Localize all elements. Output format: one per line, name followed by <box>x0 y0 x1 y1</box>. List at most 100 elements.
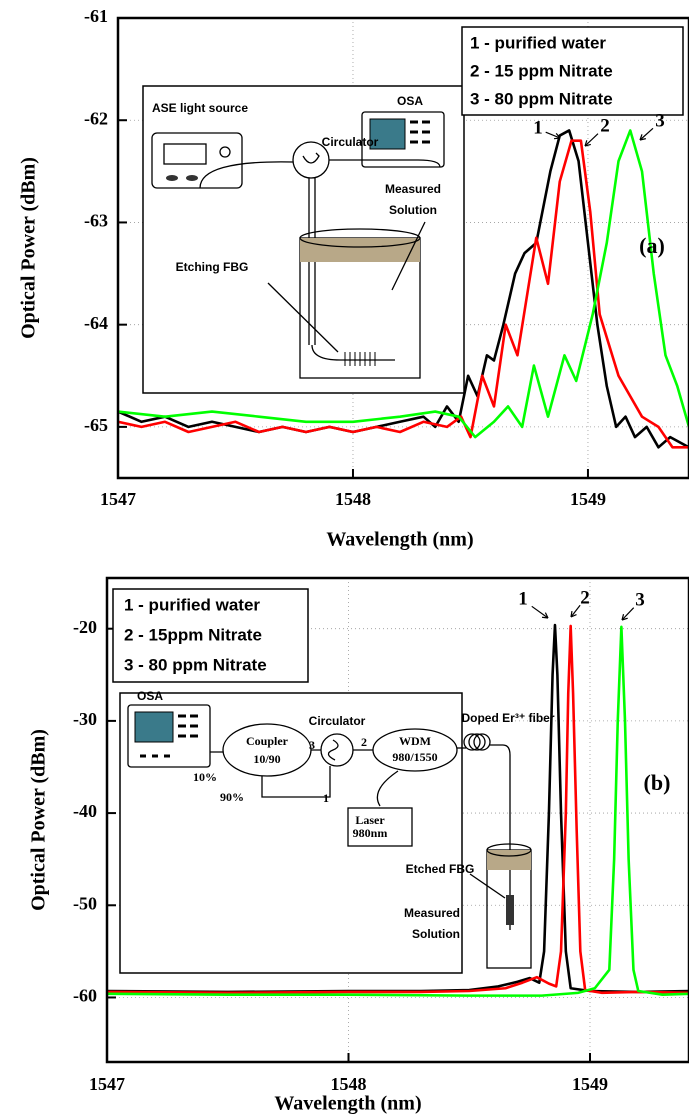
x-axis-title: Wavelength (nm) <box>274 1093 421 1115</box>
inset-label: Measured <box>385 182 441 196</box>
panel-label: (b) <box>644 770 671 795</box>
osa-screen <box>369 118 406 150</box>
peak-label: 3 <box>655 110 665 131</box>
peak-arrow <box>545 131 561 139</box>
inset-label: 3 <box>309 738 315 752</box>
legend-label: 3 - 80 ppm Nitrate <box>470 89 613 108</box>
osa-box <box>127 704 211 768</box>
fiber <box>376 770 399 807</box>
peak-label: 2 <box>580 587 590 608</box>
fiber <box>490 744 511 930</box>
fiber-coil <box>473 733 491 751</box>
inset-label: WDM <box>399 734 431 748</box>
peak-arrow <box>584 133 599 147</box>
inset-label: OSA <box>397 94 423 108</box>
inset-label: Circulator <box>309 714 366 728</box>
knob <box>166 175 178 181</box>
peak-label: 3 <box>635 589 645 610</box>
osa-screen <box>134 711 174 743</box>
leader-line <box>469 873 506 899</box>
x-tick-label: 1549 <box>570 489 606 509</box>
fbg <box>506 895 514 925</box>
y-tick-label: -64 <box>84 313 108 333</box>
y-tick-label: -65 <box>84 415 108 435</box>
inset-label: Etching FBG <box>176 260 249 274</box>
x-tick-label: 1547 <box>100 489 136 509</box>
plot-frame <box>105 576 689 1064</box>
fiber-coil <box>463 733 481 751</box>
knob <box>219 146 231 158</box>
inset-label: 10% <box>193 770 217 784</box>
peak-arrow <box>621 607 635 621</box>
container-rim <box>299 228 421 248</box>
legend-box <box>112 588 309 683</box>
peak-label: 2 <box>600 115 610 136</box>
inset-diagram <box>119 692 532 974</box>
osa-buttons <box>410 120 430 144</box>
inset-label: OSA <box>137 689 163 703</box>
fiber <box>199 161 294 189</box>
inset-label: Etched FBG <box>406 862 475 876</box>
osa-box <box>361 111 445 168</box>
peak-arrowhead <box>639 134 646 141</box>
inset-label: Laser <box>355 813 385 827</box>
fiber <box>261 766 331 798</box>
data-line <box>118 129 689 439</box>
legend-label: 2 - 15 ppm Nitrate <box>470 61 613 80</box>
x-tick-label: 1548 <box>335 489 371 509</box>
legend-label: 1 - purified water <box>124 595 260 614</box>
legend-label: 2 - 15ppm Nitrate <box>124 625 262 644</box>
y-tick-label: -30 <box>73 709 97 729</box>
legend-label: 3 - 80 ppm Nitrate <box>124 655 267 674</box>
wdm <box>372 728 458 772</box>
inset-label: Solution <box>389 203 437 217</box>
knob <box>186 175 198 181</box>
container-top <box>487 850 531 870</box>
fiber-coil <box>468 733 486 751</box>
data-line <box>107 624 689 995</box>
peak-arrowhead <box>553 132 561 140</box>
peak-arrowhead <box>541 612 549 619</box>
fiber <box>210 749 373 753</box>
inset-diagram <box>142 85 465 394</box>
peak-arrowhead <box>584 140 591 147</box>
inset-label: 1 <box>323 791 329 805</box>
inset-label: 980nm <box>353 826 388 840</box>
plot-area <box>118 129 689 449</box>
inset-frame <box>119 692 463 974</box>
y-axis-title: Optical Power (dBm) <box>18 157 40 339</box>
peak-arrow <box>639 127 654 141</box>
y-tick-label: -20 <box>73 617 97 637</box>
panel-label: (a) <box>639 233 665 258</box>
peak-label: 1 <box>533 117 543 138</box>
data-line <box>107 625 689 997</box>
circulator <box>320 733 354 767</box>
peak-arrowhead <box>621 614 628 621</box>
legend-box <box>461 26 684 116</box>
y-tick-label: -61 <box>84 6 108 26</box>
leader-line <box>391 221 426 291</box>
circulator-arrow <box>327 739 339 761</box>
data-line <box>118 139 689 449</box>
light-source-box <box>151 132 243 189</box>
y-tick-label: -60 <box>73 986 97 1006</box>
container-rim <box>486 843 532 857</box>
legend-label: 1 - purified water <box>470 33 606 52</box>
leader-line <box>267 282 339 353</box>
inset-label: 2 <box>361 735 367 749</box>
plot-frame <box>116 16 689 480</box>
circulator-arrow <box>302 152 320 164</box>
peak-arrow <box>531 605 549 619</box>
inset-label: 90% <box>220 790 244 804</box>
y-axis-title: Optical Power (dBm) <box>28 729 50 911</box>
y-tick-label: -40 <box>73 801 97 821</box>
inset-label: 10/90 <box>253 752 280 766</box>
y-tick-label: -50 <box>73 893 97 913</box>
y-tick-label: -62 <box>84 108 108 128</box>
annotation-layer: -65 -64 -63 -62 -61 1547 1548 1549 Wavelength (n… <box>18 6 689 1115</box>
x-tick-label: 1548 <box>330 1074 366 1094</box>
inset-label: Coupler <box>246 734 289 748</box>
x-tick-label: 1549 <box>572 1074 608 1094</box>
